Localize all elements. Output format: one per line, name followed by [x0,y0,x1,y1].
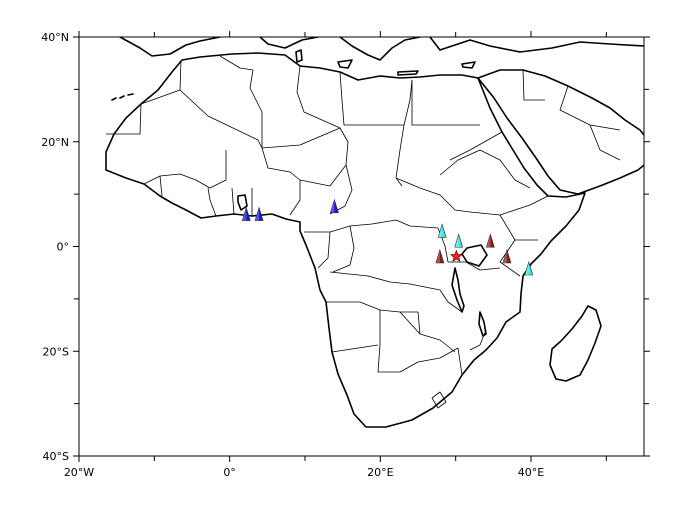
island-sicily [337,59,353,69]
map-axes: 20°W 0° 20°E 40°E 40°N 20°N 0° 20°S 40°S [41,31,650,479]
island-sardinia [295,49,303,63]
lat-tick-label: 20°N [41,136,69,149]
lat-tick-label: 40°S [43,450,69,463]
station-marker-shade [255,207,260,221]
arabian-peninsula [477,69,644,195]
canary-islands [111,93,134,101]
lake-volta [237,194,248,211]
lat-tick-label: 40°N [41,31,69,44]
station-marker-shade [242,207,247,221]
station-marker-shade [435,249,440,263]
lon-tick-label: 20°E [367,466,393,479]
station-marker-blue-triangle [241,206,251,221]
station-marker-shade [524,261,529,275]
lon-tick-label: 40°E [518,466,544,479]
map-frame [78,36,645,457]
station-marker-cyan-triangle [437,223,447,238]
station-marker-shade [486,234,491,248]
lake-malawi [478,311,487,337]
madagascar [549,305,602,382]
lon-tick-label: 0° [223,466,236,479]
station-marker-red-star [449,249,463,262]
station-marker-cyan-triangle [524,260,534,276]
station-marker-shade [502,249,507,263]
station-marker-cyan-triangle [454,233,464,248]
station-marker-darkred-triangle [485,233,495,248]
station-markers [241,198,534,276]
land-features [105,37,644,428]
station-marker-shade [454,234,459,248]
europe-coastline [119,37,644,61]
country-borders [106,55,621,409]
station-marker-darkred-triangle [502,248,512,264]
station-marker-shade [438,224,443,238]
station-marker-blue-triangle [329,198,339,213]
island-cyprus [461,61,476,69]
lat-tick-label: 20°S [43,345,69,358]
station-marker-shade [330,199,335,213]
africa-coastline [105,52,586,428]
lake-victoria [461,244,488,267]
station-marker-darkred-triangle [435,248,445,264]
lat-tick-label: 0° [57,241,70,254]
lon-tick-label: 20°W [64,466,94,479]
lake-tanganyika [451,267,465,313]
island-crete [397,70,419,76]
station-marker-blue-triangle [254,206,264,221]
